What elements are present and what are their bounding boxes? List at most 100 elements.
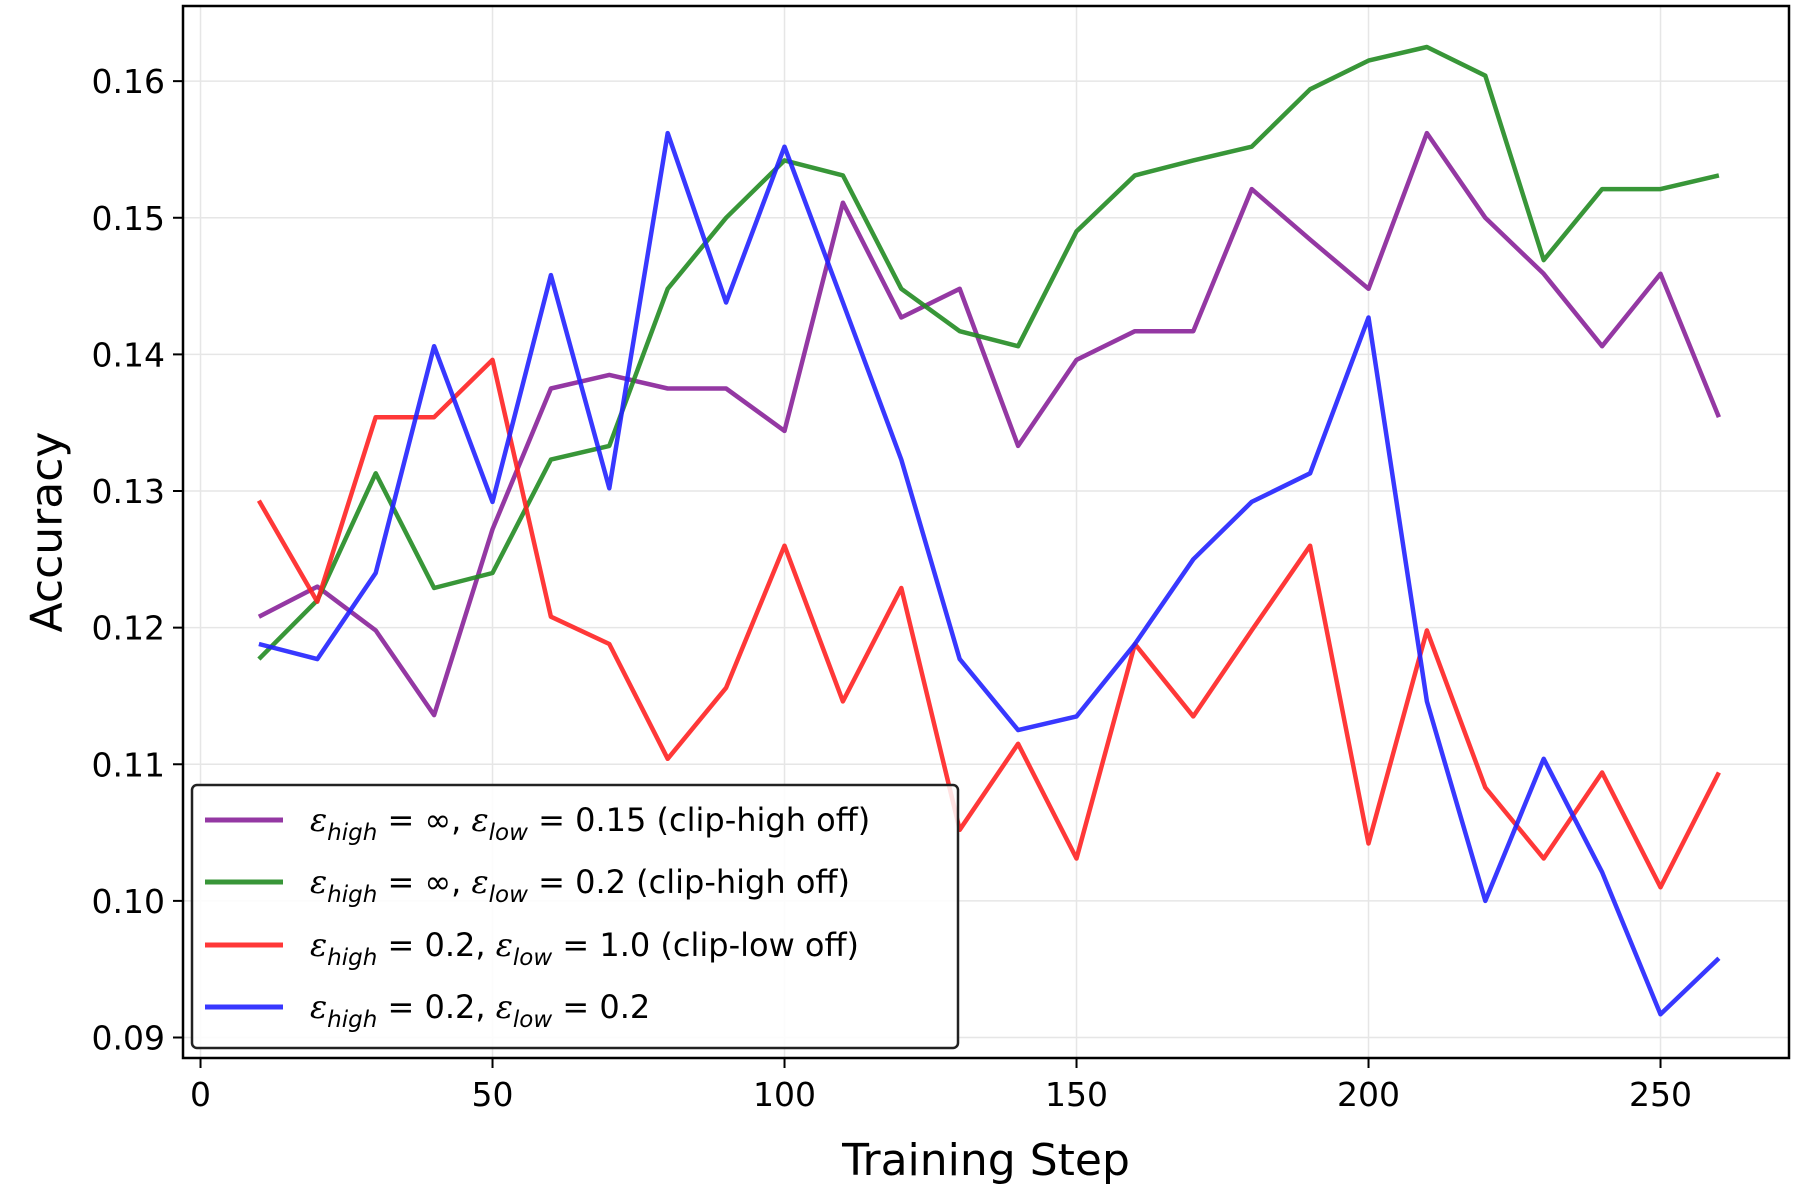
data-point-green bbox=[1074, 229, 1079, 234]
data-point-purple bbox=[256, 614, 261, 619]
data-point-green bbox=[1016, 344, 1021, 349]
data-point-green bbox=[1366, 58, 1371, 63]
data-point-green bbox=[840, 173, 845, 178]
data-point-blue bbox=[548, 273, 553, 278]
data-point-blue bbox=[373, 570, 378, 575]
data-point-red bbox=[373, 415, 378, 420]
data-point-purple bbox=[1716, 415, 1721, 420]
y-tick-label: 0.14 bbox=[92, 335, 165, 374]
data-point-red bbox=[490, 357, 495, 362]
data-point-red bbox=[1716, 770, 1721, 775]
x-tick-label: 0 bbox=[190, 1075, 211, 1114]
data-point-green bbox=[1249, 144, 1254, 149]
data-point-blue bbox=[1191, 557, 1196, 562]
series-line-red bbox=[256, 357, 1721, 890]
data-point-green bbox=[957, 329, 962, 334]
y-tick-label: 0.09 bbox=[92, 1019, 165, 1058]
data-point-red bbox=[1016, 741, 1021, 746]
data-point-red bbox=[432, 415, 437, 420]
data-point-red bbox=[548, 614, 553, 619]
data-point-blue bbox=[256, 642, 261, 647]
data-point-purple bbox=[1366, 286, 1371, 291]
data-point-blue bbox=[1716, 956, 1721, 961]
data-point-blue bbox=[1249, 499, 1254, 504]
data-point-red bbox=[1541, 856, 1546, 861]
data-point-red bbox=[1366, 841, 1371, 846]
data-point-green bbox=[607, 443, 612, 448]
x-tick-label: 150 bbox=[1045, 1075, 1108, 1114]
data-point-green bbox=[548, 457, 553, 462]
data-point-blue bbox=[607, 486, 612, 491]
data-point-blue bbox=[1366, 315, 1371, 320]
data-point-green bbox=[724, 215, 729, 220]
data-point-purple bbox=[373, 628, 378, 633]
data-point-green bbox=[490, 570, 495, 575]
data-point-green bbox=[665, 286, 670, 291]
y-tick-label: 0.10 bbox=[92, 882, 165, 921]
legend-box bbox=[190, 783, 960, 1050]
data-point-purple bbox=[607, 372, 612, 377]
data-point-green bbox=[1191, 158, 1196, 163]
data-point-blue bbox=[899, 457, 904, 462]
data-point-purple bbox=[665, 386, 670, 391]
data-point-blue bbox=[1424, 699, 1429, 704]
x-tick-label: 250 bbox=[1629, 1075, 1692, 1114]
data-point-blue bbox=[1308, 471, 1313, 476]
data-point-green bbox=[1600, 187, 1605, 192]
data-point-blue bbox=[840, 300, 845, 305]
data-point-blue bbox=[1541, 756, 1546, 761]
data-point-green bbox=[256, 657, 261, 662]
y-tick-label: 0.15 bbox=[92, 199, 165, 238]
data-point-blue bbox=[1132, 642, 1137, 647]
y-tick-label: 0.12 bbox=[92, 609, 165, 648]
data-point-purple bbox=[1658, 271, 1663, 276]
data-point-blue bbox=[1016, 728, 1021, 733]
data-point-red bbox=[1249, 628, 1254, 633]
data-point-green bbox=[1483, 73, 1488, 78]
data-point-green bbox=[782, 158, 787, 163]
data-point-green bbox=[1658, 187, 1663, 192]
data-point-red bbox=[840, 699, 845, 704]
data-point-blue bbox=[724, 300, 729, 305]
data-point-purple bbox=[1424, 131, 1429, 136]
data-point-purple bbox=[548, 386, 553, 391]
data-point-purple bbox=[1600, 344, 1605, 349]
data-point-green bbox=[899, 286, 904, 291]
data-point-red bbox=[1483, 785, 1488, 790]
legend-entry-blue: εhigh = 0.2, εlow = 0.2 bbox=[310, 988, 650, 1033]
data-point-purple bbox=[432, 713, 437, 718]
data-point-blue bbox=[957, 657, 962, 662]
data-point-purple bbox=[490, 527, 495, 532]
y-axis-label: Accuracy bbox=[21, 432, 72, 633]
data-point-blue bbox=[1658, 1012, 1663, 1017]
data-point-red bbox=[1074, 856, 1079, 861]
x-axis-label: Training Step bbox=[841, 1135, 1130, 1186]
y-tick-label: 0.16 bbox=[92, 62, 165, 101]
data-point-red bbox=[665, 756, 670, 761]
plot-frame bbox=[181, 4, 1791, 1060]
x-tick-label: 50 bbox=[472, 1075, 514, 1114]
series-line-blue bbox=[258, 130, 1721, 1017]
data-point-purple bbox=[1016, 443, 1021, 448]
data-point-red bbox=[782, 543, 787, 548]
data-point-blue bbox=[782, 144, 787, 149]
ticks: 0 50 100 150 200 250 0.09 0.10 0.11 0.12 0.13 0.14 0… bbox=[92, 62, 1693, 1114]
x-tick-label: 200 bbox=[1337, 1075, 1400, 1114]
data-point-purple bbox=[1191, 329, 1196, 334]
data-point-blue bbox=[1600, 870, 1605, 875]
data-point-purple bbox=[840, 200, 845, 205]
data-point-green bbox=[1541, 258, 1546, 263]
series-line-purple bbox=[257, 130, 1721, 718]
data-point-red bbox=[607, 642, 612, 647]
data-point-purple bbox=[957, 286, 962, 291]
y-tick-label: 0.13 bbox=[92, 472, 165, 511]
data-point-red bbox=[899, 586, 904, 591]
data-point-purple bbox=[899, 315, 904, 320]
data-point-red bbox=[1424, 628, 1429, 633]
data-point-blue bbox=[432, 344, 437, 349]
data-point-red bbox=[1191, 714, 1196, 719]
legend: εhigh = ∞, εlow = 0.15 (clip-high off) εh… bbox=[190, 783, 960, 1050]
legend-entry-red: εhigh = 0.2, εlow = 1.0 (clip-low off) bbox=[310, 926, 859, 971]
data-point-blue bbox=[315, 657, 320, 662]
